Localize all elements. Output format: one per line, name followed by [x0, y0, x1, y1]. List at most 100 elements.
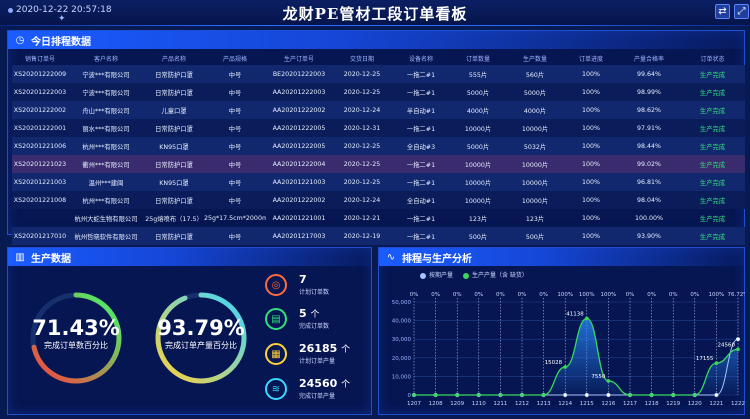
table-cell: 2020-12-25 [343, 142, 381, 150]
table-cell: AA20201217003 [272, 232, 326, 240]
produced-point [649, 393, 654, 397]
table-row[interactable]: XS20201221008 杭州***有限公司 日常防护口罩 中号 AA20201222… [12, 191, 745, 209]
stat-planned-orders: ◎ 7 计划订单数 [265, 274, 329, 296]
table-row[interactable]: 杭州大蛇生物有限公司 25g熔喷布（17.5） 25g*17.5cm*2000m AA… [12, 209, 745, 227]
table-cell: 中号 [228, 71, 242, 79]
table-row[interactable]: XS20201217010 杭州哲晓软件有限公司 日常防护口罩 中号 AA2020121… [12, 227, 745, 245]
clock-dot-icon [8, 7, 13, 13]
table-header-cell: 订单进度 [578, 56, 603, 63]
analysis-header: ∿ 排程与生产分析 [379, 248, 744, 266]
table-cell: 一拖二#1 [406, 89, 436, 97]
table-row[interactable]: XS20201222001 丽水***有限公司 日常防护口罩 中号 AA20201222… [12, 119, 745, 137]
header-divider [0, 25, 750, 26]
table-cell: 2020-12-21 [343, 214, 381, 222]
table-header-cell: 订单数量 [465, 56, 490, 63]
x-tick-label: 1208 [429, 401, 443, 407]
status-cell: 生产完成 [699, 233, 726, 241]
top-rate-label: 0% [647, 292, 656, 298]
x-tick-label: 1216 [601, 401, 615, 407]
table-cell: 中号 [228, 179, 242, 187]
table-row[interactable]: XS20201221023 衢州***有限公司 日常防护口罩 中号 AA20201222… [12, 155, 745, 173]
table-cell: 10000片 [521, 179, 549, 187]
produced-point [433, 393, 438, 397]
top-rate-label: 0% [690, 292, 699, 298]
table-cell: AA20201222004 [272, 160, 326, 168]
produced-point [412, 393, 416, 397]
top-rate-label: 100% [579, 292, 595, 298]
table-cell: 舟山***有限公司 [82, 107, 130, 115]
table-cell: 半自动#1 [406, 107, 436, 115]
fullscreen-button[interactable]: ⤢ [734, 4, 749, 19]
status-cell: 生产完成 [699, 89, 726, 97]
order-output-ring: 93.79% 完成订单产量百分比 [153, 290, 249, 386]
table-cell: 99.02% [636, 160, 661, 168]
table-cell: 10000片 [521, 161, 549, 169]
x-tick-label: 1222 [731, 401, 745, 407]
table-cell: 100% [581, 88, 600, 96]
table-cell: 100% [581, 124, 600, 132]
status-cell: 生产完成 [699, 179, 726, 187]
bar-chart-icon: ▥ [15, 251, 25, 263]
table-cell: 中号 [228, 89, 242, 97]
table-cell: XS20201221008 [13, 196, 67, 204]
status-cell: 生产完成 [699, 107, 726, 115]
top-rate-label: 100% [557, 292, 573, 298]
x-tick-label: 1213 [537, 401, 551, 407]
produced-point [736, 347, 740, 352]
produced-point [541, 393, 546, 397]
x-tick-label: 1207 [407, 401, 421, 407]
ring1-arc [30, 292, 122, 384]
legend-dot-icon [463, 272, 470, 279]
table-cell: 日常防护口罩 [155, 89, 193, 97]
x-tick-label: 1215 [580, 401, 594, 407]
table-row[interactable]: XS20201222003 宁波***有限公司 日常防护口罩 中号 AA20201222… [12, 83, 745, 101]
table-cell: 2020-12-24 [343, 106, 381, 114]
table-cell: XS20201217010 [13, 232, 67, 240]
today-schedule-panel: ◷ 今日排程数据 销售订单号 客户名称 产品名称 产品规格 生产订单号 交货日期 设备名称 订… [7, 30, 745, 245]
legend-item-produced[interactable]: 生产产量（含 缺货） [463, 270, 528, 279]
produced-point [520, 393, 524, 397]
refresh-button[interactable]: ⇄ [715, 4, 730, 19]
table-cell: 宁波***有限公司 [82, 71, 130, 79]
table-cell: 100% [581, 196, 600, 204]
table-header-cell: 客户名称 [93, 56, 118, 63]
table-cell: 宁波***有限公司 [82, 89, 130, 97]
top-rate-label: 0% [474, 292, 483, 298]
table-row[interactable]: XS20201222002 舟山***有限公司 儿童口罩 中号 AA2020122200… [12, 101, 745, 119]
top-rate-label: 0% [410, 292, 419, 298]
table-cell: 100% [581, 106, 600, 114]
legend-item-planned[interactable]: 按期产量 [420, 270, 453, 279]
table-row[interactable]: XS20201222009 宁波***有限公司 日常防护口罩 中号 BE20201222… [12, 65, 745, 83]
analysis-title: 排程与生产分析 [402, 253, 472, 265]
layers-icon: ≋ [265, 378, 287, 400]
table-header-cell: 生产数量 [522, 56, 547, 63]
table-cell: 98.99% [636, 88, 661, 96]
status-cell: 生产完成 [699, 125, 726, 133]
table-header-cell: 订单状态 [700, 56, 725, 63]
table-cell: KN95口罩 [159, 179, 189, 187]
status-cell: 生产完成 [699, 143, 726, 151]
header-bar [0, 0, 750, 26]
order-count-ring-svg [30, 292, 122, 384]
table-cell: 2020-12-25 [343, 70, 381, 78]
table-cell: 衢州***有限公司 [82, 161, 130, 169]
table-cell: AA20201222002 [272, 196, 326, 204]
data-label: 24560 [718, 342, 736, 348]
x-tick-label: 1218 [645, 401, 659, 407]
data-label: 17155 [696, 356, 714, 362]
table-cell: 杭州***有限公司 [82, 143, 130, 151]
table-cell: 2020-12-25 [343, 160, 381, 168]
table-row[interactable]: XS20201221003 温州***建闽 KN95口罩 中号 AA2020122100… [12, 173, 745, 191]
table-cell: 98.62% [636, 106, 661, 114]
sparkle-icon: ✦ [58, 14, 66, 24]
top-rate-label: 0% [539, 292, 548, 298]
table-cell: XS20201222003 [13, 88, 67, 96]
table-cell: 10000片 [464, 125, 492, 133]
clock-icon: ◷ [15, 34, 25, 46]
table-row[interactable]: XS20201221006 杭州***有限公司 KN95口罩 中号 AA20201222… [12, 137, 745, 155]
table-cell: 2020-12-19 [343, 232, 381, 240]
chart-legend: 按期产量 生产产量（含 缺货） [420, 270, 528, 279]
table-cell: 中号 [228, 143, 242, 151]
table-header-cell: 生产订单号 [283, 56, 314, 63]
status-cell: 生产完成 [699, 71, 726, 79]
